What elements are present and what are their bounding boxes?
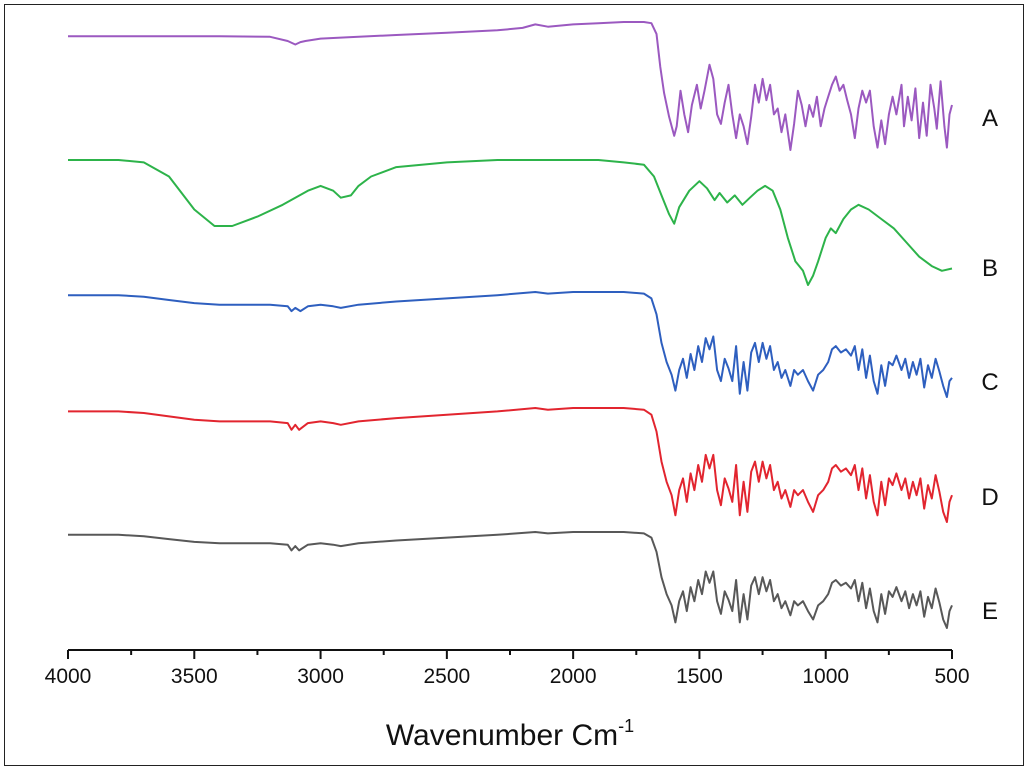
series-label-d: D xyxy=(981,484,998,511)
series-layer xyxy=(68,21,953,629)
series-line-b xyxy=(68,159,953,286)
x-tick-label: 2000 xyxy=(550,665,597,688)
series-label-a: A xyxy=(982,105,998,132)
series-label-e: E xyxy=(982,598,998,625)
series-line-d xyxy=(68,407,953,523)
x-tick-label: 3500 xyxy=(171,665,218,688)
series-line-a xyxy=(68,21,953,151)
series-label-c: C xyxy=(981,369,998,396)
x-tick-label: 2500 xyxy=(423,665,470,688)
series-line-c xyxy=(68,291,953,398)
series-label-b: B xyxy=(982,255,998,282)
series-line-e xyxy=(68,531,953,629)
series-labels: A B C D E xyxy=(981,105,998,625)
x-tick-label: 500 xyxy=(934,665,969,688)
x-tick-label: 1000 xyxy=(802,665,849,688)
figure-frame xyxy=(4,4,1024,766)
x-axis: 4000 3500 3000 2500 2000 1500 1000 500 xyxy=(45,649,970,688)
x-tick-label: 3000 xyxy=(297,665,344,688)
x-tick-label: 4000 xyxy=(45,665,92,688)
x-tick-label: 1500 xyxy=(676,665,723,688)
x-axis-title: Wavenumber Cm-1 xyxy=(386,716,634,752)
